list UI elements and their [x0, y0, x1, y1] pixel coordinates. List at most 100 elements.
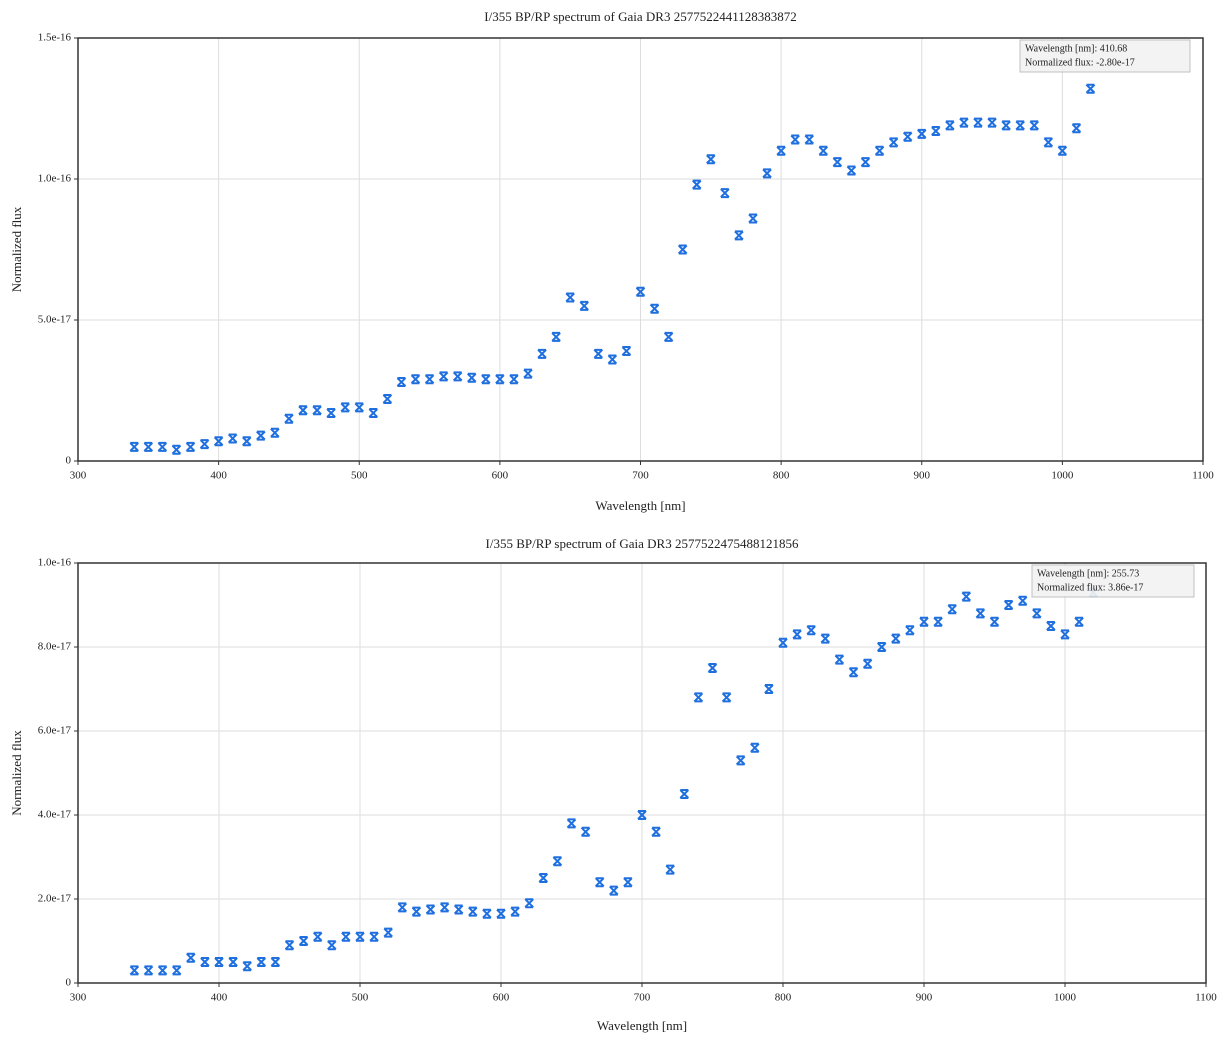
x-tick-label: 900: [914, 470, 931, 482]
data-point: [623, 877, 633, 888]
y-tick-label: 4.0e-17: [38, 809, 72, 821]
data-point: [679, 789, 690, 799]
y-tick-label: 8.0e-17: [38, 641, 72, 653]
data-point: [720, 188, 730, 199]
x-tick-label: 1100: [1192, 470, 1214, 482]
x-tick-label: 1100: [1195, 992, 1217, 1004]
data-point: [1015, 120, 1025, 131]
data-point: [298, 405, 308, 416]
data-point: [256, 430, 266, 441]
data-point: [396, 377, 407, 388]
data-point: [242, 961, 252, 972]
data-point: [1085, 83, 1096, 94]
tooltip-box: [1031, 564, 1195, 598]
data-point: [762, 168, 772, 179]
y-axis-title: Normalized flux: [9, 206, 24, 292]
data-point: [312, 931, 323, 942]
data-point: [706, 154, 716, 165]
data-point: [818, 145, 829, 156]
data-point: [750, 742, 760, 753]
data-point: [143, 441, 154, 452]
y-tick-label: 1.0e-16: [38, 173, 72, 185]
x-tick-label: 1000: [1051, 470, 1074, 482]
data-point: [1017, 595, 1028, 606]
data-point: [677, 244, 688, 255]
x-tick-label: 300: [70, 470, 87, 482]
data-point: [806, 625, 816, 636]
data-point: [792, 629, 802, 640]
data-point: [439, 902, 450, 913]
data-point: [482, 908, 492, 919]
data-point: [438, 371, 449, 382]
chart-panel: I/355 BP/RP spectrum of Gaia DR3 2577522…: [9, 9, 1214, 513]
chart-title: I/355 BP/RP spectrum of Gaia DR3 2577522…: [484, 9, 796, 24]
data-point: [411, 906, 422, 917]
x-tick-label: 400: [210, 470, 227, 482]
data-point: [185, 441, 196, 452]
x-tick-label: 600: [492, 470, 509, 482]
data-point: [312, 405, 322, 416]
data-point: [340, 402, 350, 413]
data-point: [693, 692, 704, 703]
data-point: [242, 436, 252, 447]
data-point: [228, 957, 238, 967]
data-point: [959, 117, 969, 128]
data-point: [663, 331, 674, 342]
y-tick-label: 1.5e-16: [38, 32, 72, 44]
x-tick-label: 1000: [1054, 992, 1077, 1004]
data-point: [424, 374, 435, 385]
y-tick-label: 2.0e-17: [38, 893, 72, 905]
data-point: [860, 157, 871, 168]
data-point: [452, 371, 463, 382]
data-point: [410, 374, 421, 385]
data-point: [834, 654, 845, 665]
data-point: [778, 637, 788, 648]
data-point: [721, 692, 732, 703]
data-point: [975, 608, 986, 619]
data-point: [143, 965, 154, 976]
data-point: [327, 940, 337, 951]
data-point: [186, 952, 196, 963]
data-point: [537, 348, 547, 359]
data-point: [199, 439, 210, 450]
data-point: [509, 374, 519, 385]
data-point: [213, 436, 224, 447]
plot-frame: [77, 562, 1207, 984]
chart-panel: I/355 BP/RP spectrum of Gaia DR3 2577522…: [9, 536, 1217, 1033]
tooltip-text: Normalized flux: -2.80e-17: [1025, 57, 1135, 68]
data-point: [369, 931, 379, 942]
data-point: [256, 957, 267, 967]
data-point: [931, 126, 941, 137]
data-point: [1003, 600, 1014, 610]
data-point: [538, 873, 549, 883]
data-point: [551, 331, 561, 342]
data-point: [1043, 137, 1054, 148]
data-point: [748, 213, 758, 224]
x-tick-label: 800: [773, 470, 790, 482]
data-point: [593, 348, 604, 359]
data-point: [1071, 123, 1082, 134]
data-point: [495, 374, 505, 385]
y-tick-label: 0: [66, 977, 72, 989]
data-point: [284, 940, 295, 951]
x-axis-title: Wavelength [nm]: [595, 498, 685, 513]
data-point: [580, 826, 591, 837]
data-point: [637, 810, 647, 820]
data-point: [609, 885, 619, 896]
data-point: [368, 408, 379, 419]
data-point: [707, 663, 718, 673]
x-tick-label: 900: [916, 992, 933, 1004]
data-point: [467, 372, 477, 383]
data-point: [989, 616, 1000, 627]
y-tick-label: 5.0e-17: [38, 314, 72, 326]
x-tick-label: 500: [352, 992, 369, 1004]
data-point: [383, 927, 393, 938]
data-point: [270, 957, 281, 967]
data-point: [804, 134, 814, 145]
data-point: [734, 230, 744, 241]
data-point: [820, 633, 831, 644]
data-point: [481, 374, 491, 385]
x-tick-label: 400: [211, 992, 228, 1004]
data-point: [129, 965, 140, 976]
